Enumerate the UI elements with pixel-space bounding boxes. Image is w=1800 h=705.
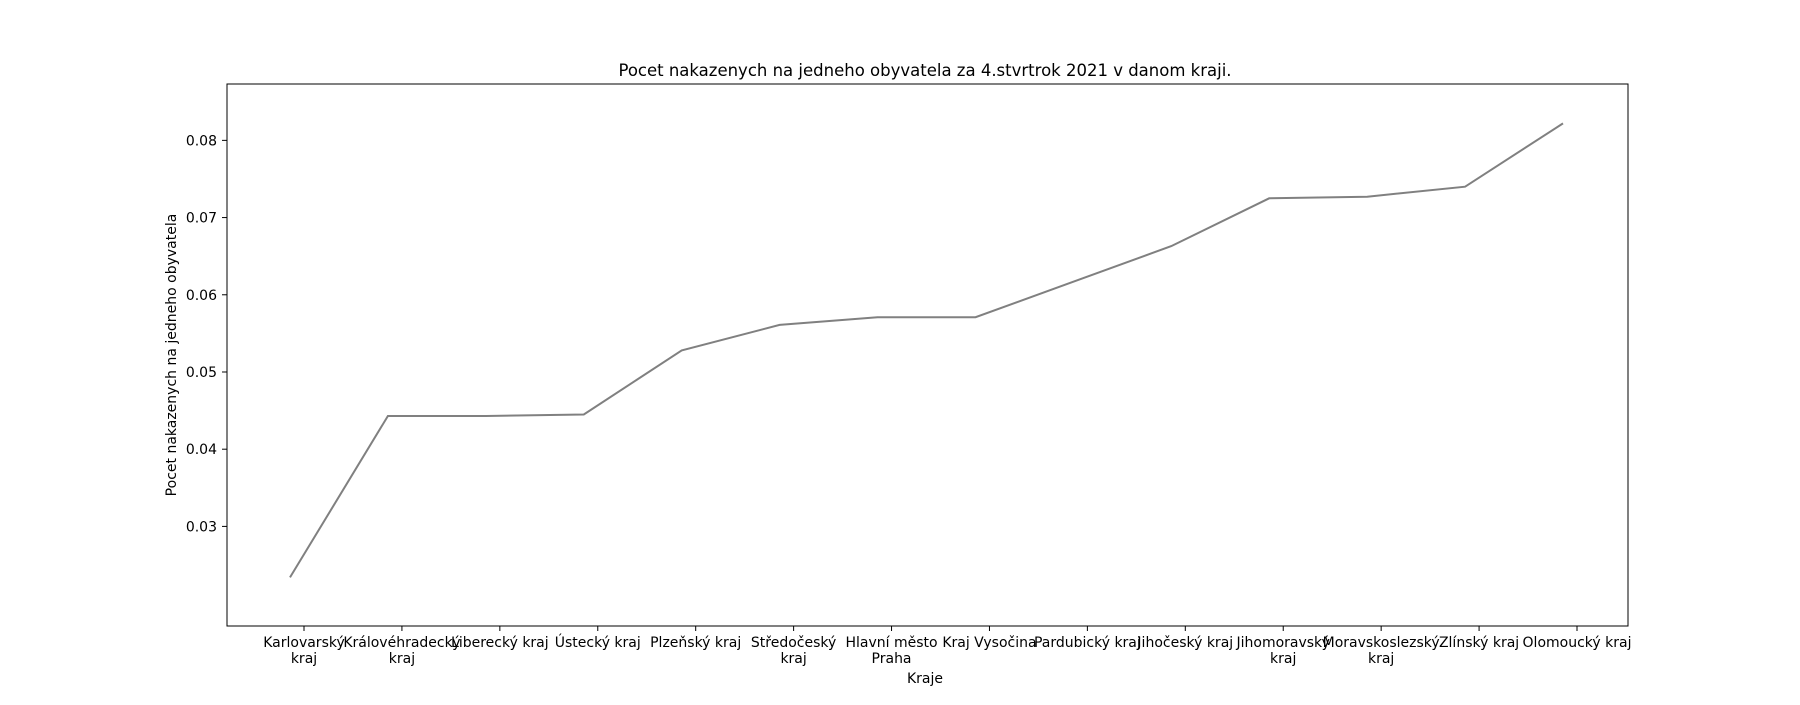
x-tick-label: Hlavní město Praha — [845, 635, 937, 667]
plot-area — [226, 83, 1629, 627]
y-axis: 0.03 0.04 0.05 0.06 0.07 0.08 — [186, 133, 227, 535]
x-tick-label: Jihočeský kraj — [1136, 635, 1233, 651]
y-axis-label: Pocet nakazenych na jedneho obyvatela — [164, 214, 180, 497]
y-tick-label: 0.04 — [186, 442, 217, 458]
x-axis-label: Kraje — [907, 671, 943, 687]
y-tick-label: 0.08 — [186, 133, 217, 149]
y-tick-label: 0.03 — [186, 519, 217, 535]
x-tick-label: Středočeský kraj — [751, 635, 836, 667]
y-tick-label: 0.06 — [186, 288, 217, 304]
x-tick-label: Pardubický kraj — [1034, 635, 1141, 651]
y-tick-label: 0.07 — [186, 211, 217, 227]
x-tick-label: Ústecký kraj — [555, 633, 641, 651]
x-tick-label: Královéhradecký kraj — [343, 635, 460, 667]
x-tick-label: Liberecký kraj — [451, 635, 549, 651]
chart-title: Pocet nakazenych na jedneho obyvatela za… — [618, 61, 1231, 80]
x-tick-label: Karlovarský kraj — [263, 635, 345, 667]
x-tick-label: Olomoucký kraj — [1523, 635, 1632, 651]
x-tick-label: Kraj Vysočina — [942, 635, 1036, 651]
y-tick-label: 0.05 — [186, 365, 217, 381]
series-line — [289, 122, 1564, 578]
x-tick-label: Zlínský kraj — [1439, 635, 1519, 651]
x-tick-label: Jihomoravský kraj — [1235, 635, 1329, 667]
x-tick-label: Plzeňský kraj — [650, 635, 741, 651]
x-tick-label: Moravskoslezský kraj — [1323, 635, 1440, 667]
